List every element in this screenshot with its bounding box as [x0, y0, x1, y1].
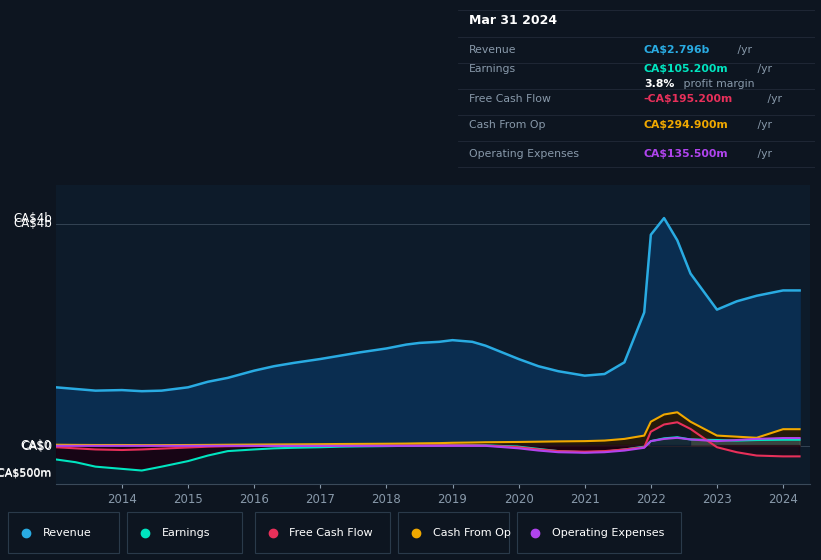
Text: Mar 31 2024: Mar 31 2024 [469, 14, 557, 27]
Text: -CA$195.200m: -CA$195.200m [644, 94, 733, 104]
Text: /yr: /yr [734, 45, 752, 55]
Text: -CA$500m: -CA$500m [0, 468, 52, 478]
Text: Cash From Op: Cash From Op [433, 528, 511, 538]
Text: 3.8%: 3.8% [644, 79, 674, 89]
Text: Operating Expenses: Operating Expenses [469, 149, 579, 158]
Text: CA$4b: CA$4b [13, 212, 52, 225]
Text: Earnings: Earnings [469, 64, 516, 74]
Text: /yr: /yr [754, 64, 772, 74]
Text: CA$0: CA$0 [21, 440, 52, 452]
Text: /yr: /yr [754, 120, 772, 130]
Text: Free Cash Flow: Free Cash Flow [469, 94, 551, 104]
Text: Cash From Op: Cash From Op [469, 120, 545, 130]
Text: /yr: /yr [764, 94, 782, 104]
Text: /yr: /yr [754, 149, 772, 158]
Text: Free Cash Flow: Free Cash Flow [289, 528, 373, 538]
Text: CA$105.200m: CA$105.200m [644, 64, 728, 74]
Text: Revenue: Revenue [43, 528, 91, 538]
Text: CA$0: CA$0 [21, 439, 52, 452]
Text: CA$294.900m: CA$294.900m [644, 120, 728, 130]
Text: CA$135.500m: CA$135.500m [644, 149, 728, 158]
Text: -CA$500m: -CA$500m [0, 467, 52, 477]
Text: Earnings: Earnings [162, 528, 210, 538]
Text: Revenue: Revenue [469, 45, 516, 55]
Text: CA$4b: CA$4b [13, 217, 52, 230]
Text: Operating Expenses: Operating Expenses [552, 528, 664, 538]
Text: CA$2.796b: CA$2.796b [644, 45, 710, 55]
Text: profit margin: profit margin [680, 79, 754, 89]
